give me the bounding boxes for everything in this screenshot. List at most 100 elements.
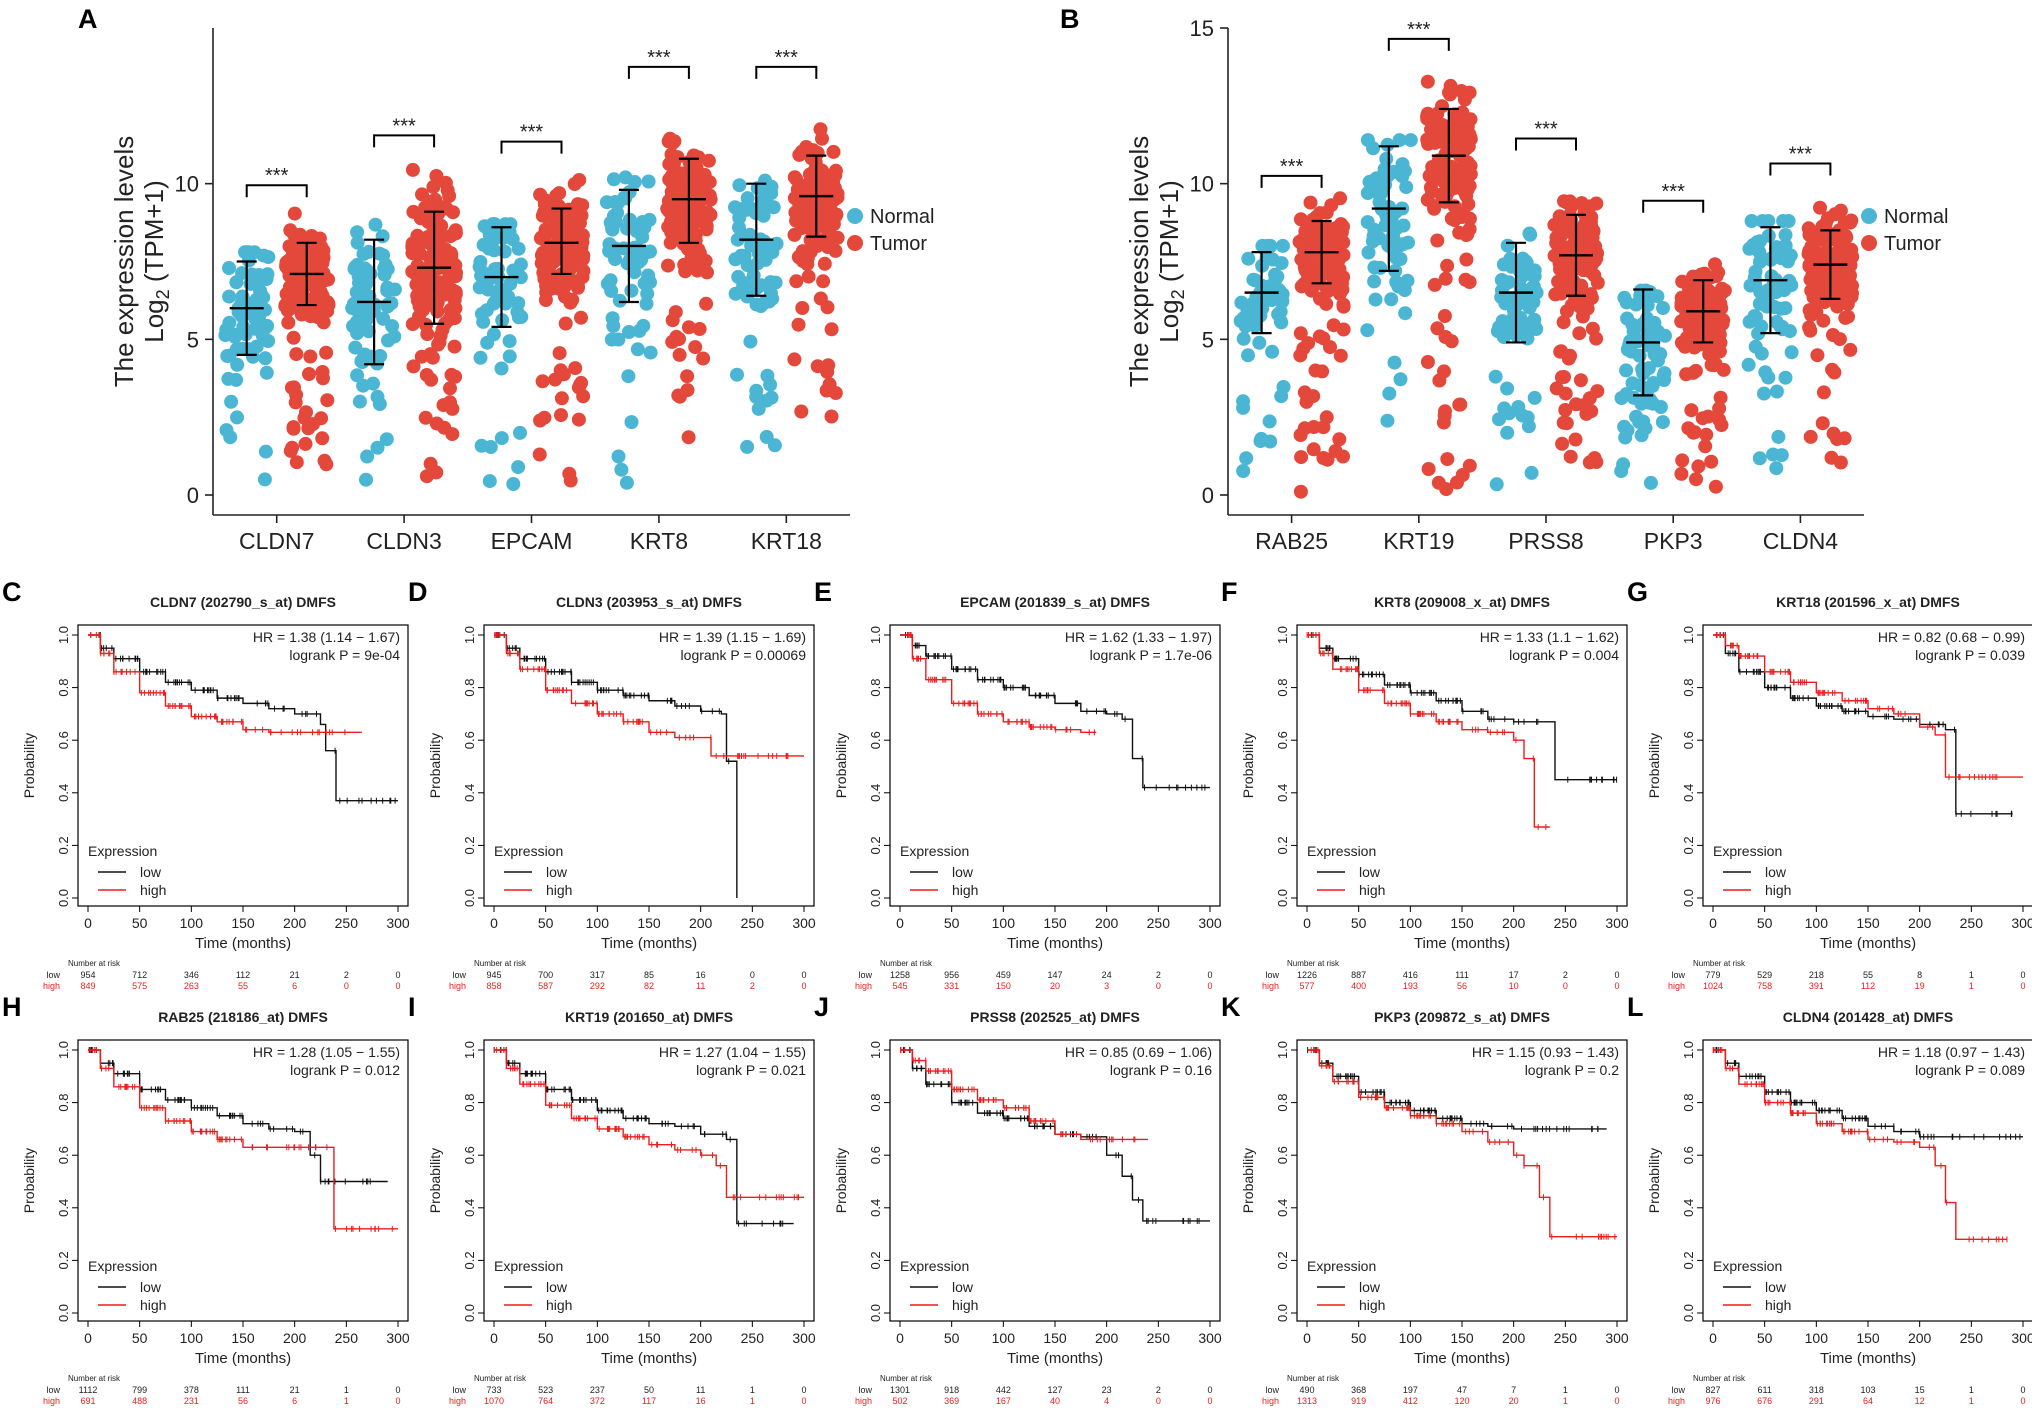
x-tick-label: 250 — [1960, 1330, 1984, 1346]
data-point — [1813, 200, 1827, 215]
data-point — [260, 267, 275, 282]
data-point — [506, 477, 521, 491]
data-point — [1367, 274, 1382, 289]
data-point — [640, 286, 655, 301]
data-point — [799, 177, 814, 192]
legend-label-low: low — [952, 864, 974, 880]
data-point — [419, 469, 434, 484]
risk-low-value: 1 — [1969, 1385, 1974, 1395]
risk-high-value: 64 — [1863, 1396, 1873, 1406]
x-tick-label: 150 — [637, 915, 661, 931]
risk-high-value: 1 — [1563, 1396, 1568, 1406]
x-tick-label: 50 — [1351, 915, 1367, 931]
risk-low-value: 2 — [1156, 1385, 1161, 1395]
data-point — [1716, 313, 1731, 328]
data-point — [1674, 299, 1689, 314]
data-point — [532, 447, 547, 462]
data-point — [379, 432, 394, 447]
data-point — [817, 232, 832, 247]
data-point — [558, 316, 573, 331]
data-point — [544, 253, 559, 268]
risk-high-value: 20 — [1509, 1396, 1519, 1406]
x-tick-label: 50 — [1757, 915, 1773, 931]
data-point — [229, 372, 244, 387]
risk-high-value: 263 — [184, 981, 199, 991]
risk-low-value: 918 — [944, 1385, 959, 1395]
data-point — [1590, 275, 1605, 290]
x-tick-label: 150 — [1450, 1330, 1474, 1346]
data-point — [253, 283, 268, 298]
legend-label-high: high — [1359, 1297, 1385, 1313]
data-point — [1622, 337, 1637, 352]
data-point — [319, 345, 334, 360]
legend-dot-normal — [847, 208, 863, 224]
x-tick-label: CLDN3 — [366, 528, 441, 554]
panel-letter-G: G — [1627, 577, 1648, 607]
y-axis-label: Probability — [1646, 1148, 1662, 1213]
data-point — [1490, 324, 1505, 339]
data-point — [1520, 295, 1535, 310]
data-point — [575, 198, 590, 213]
y-tick-label: 0.0 — [1681, 889, 1696, 907]
legend-label-low: low — [546, 1279, 568, 1295]
data-point — [1675, 453, 1690, 468]
risk-row-label-high: high — [1262, 1396, 1279, 1406]
data-point — [1455, 105, 1470, 120]
legend-dot-tumor — [847, 235, 863, 251]
x-tick-label: 300 — [792, 915, 816, 931]
x-axis-label: Time (months) — [1414, 1350, 1510, 1367]
dots-tumor-KRT8 — [660, 131, 718, 445]
y-tick-label: 0.4 — [1275, 784, 1290, 802]
data-point — [1309, 226, 1323, 240]
y-tick-label: 0.0 — [1275, 889, 1290, 907]
y-axis-label-sub: 2 — [1168, 289, 1188, 299]
risk-low-value: 490 — [1299, 1385, 1314, 1395]
data-point — [1425, 160, 1440, 174]
data-point — [419, 271, 434, 286]
data-point — [1691, 459, 1706, 474]
data-point — [1844, 213, 1859, 228]
risk-low-value: 1 — [344, 1385, 349, 1395]
data-point — [1619, 363, 1634, 378]
data-point — [754, 278, 769, 293]
data-point — [1489, 477, 1504, 492]
risk-low-value: 1 — [1969, 970, 1974, 980]
km-panel-L: L CLDN4 (201428_at) DMFS 0.0 0.2 0.4 0.6 0.8 1.… — [1627, 992, 2032, 1406]
data-point — [1564, 239, 1579, 254]
risk-high-value: 1 — [1969, 1396, 1974, 1406]
data-point — [1681, 421, 1696, 436]
risk-table-label: Number at risk — [1287, 1374, 1340, 1383]
risk-low-value: 712 — [132, 970, 147, 980]
plot-frame — [1702, 624, 2032, 907]
x-tick-label: CLDN4 — [1763, 528, 1839, 554]
data-point — [502, 334, 517, 349]
y-tick-label: 15 — [1190, 16, 1214, 41]
data-point — [1769, 461, 1784, 476]
risk-table-label: Number at risk — [474, 959, 527, 968]
y-tick-label: 0.2 — [56, 1251, 71, 1269]
data-point — [438, 175, 453, 190]
data-point — [732, 178, 747, 193]
risk-high-value: 0 — [1207, 1396, 1212, 1406]
data-point — [576, 248, 591, 263]
data-point — [1643, 475, 1658, 490]
data-point — [316, 371, 330, 386]
risk-high-value: 167 — [996, 1396, 1011, 1406]
risk-low-value: 346 — [184, 970, 199, 980]
y-axis-label: Probability — [427, 733, 443, 798]
risk-low-value: 17 — [1509, 970, 1519, 980]
data-point — [1708, 357, 1723, 372]
data-point — [1825, 362, 1840, 377]
y-tick-label: 0.8 — [462, 679, 477, 697]
risk-high-value: 575 — [132, 981, 147, 991]
data-point — [359, 472, 373, 487]
km-curve-high — [494, 1049, 804, 1198]
data-point — [1838, 310, 1853, 325]
x-tick-label: RAB25 — [1255, 528, 1328, 554]
data-point — [258, 351, 273, 366]
data-point — [1742, 314, 1757, 329]
data-point — [430, 304, 445, 319]
y-tick-label: 0.6 — [868, 731, 883, 749]
data-point — [1444, 159, 1459, 174]
